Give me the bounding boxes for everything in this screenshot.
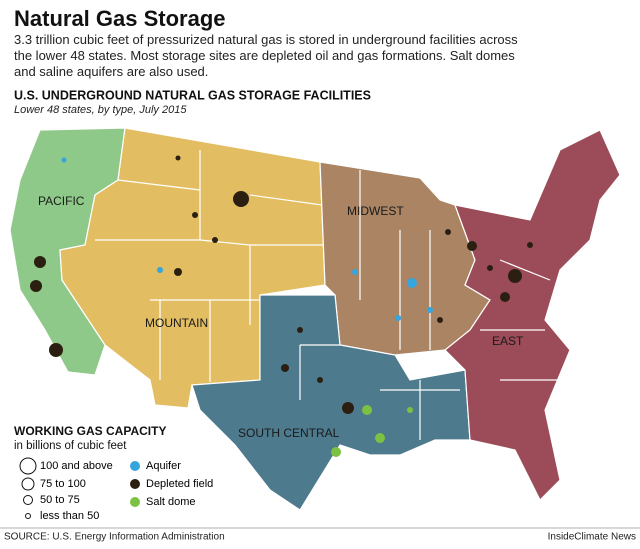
region-label: EAST xyxy=(492,334,524,348)
region-south-central xyxy=(191,294,471,511)
credit: InsideClimate News xyxy=(548,532,636,543)
facility xyxy=(500,292,510,302)
size-symbol xyxy=(19,457,37,475)
legend-subtitle: in billions of cubic feet xyxy=(14,440,127,452)
facility-dots xyxy=(30,155,533,457)
facility xyxy=(445,229,451,235)
region-mountain xyxy=(59,127,326,409)
map-title: U.S. UNDERGROUND NATURAL GAS STORAGE FAC… xyxy=(14,88,371,102)
map-subtitle: Lower 48 states, by type, July 2015 xyxy=(14,104,187,116)
size-label: 100 and above xyxy=(40,460,113,472)
type-symbol xyxy=(130,461,140,471)
facility xyxy=(352,269,358,275)
facility xyxy=(437,317,443,323)
description-box: 3.3 trillion cubic feet of pressurized n… xyxy=(14,32,518,79)
facility xyxy=(192,212,198,218)
type-symbol xyxy=(130,497,140,507)
size-symbol xyxy=(25,513,31,519)
facility xyxy=(362,405,372,415)
facility xyxy=(527,242,533,248)
facility xyxy=(317,377,323,383)
region-label: PACIFIC xyxy=(38,194,85,208)
regions xyxy=(9,127,621,511)
size-label: 50 to 75 xyxy=(40,494,80,506)
facility xyxy=(61,157,67,163)
size-symbol xyxy=(21,477,35,491)
type-label: Depleted field xyxy=(146,478,213,490)
source: SOURCE: U.S. Energy Information Administ… xyxy=(4,532,225,543)
region-label: MIDWEST xyxy=(347,204,404,218)
legend-title: WORKING GAS CAPACITY xyxy=(14,424,166,438)
size-label: 75 to 100 xyxy=(40,478,86,490)
title: Natural Gas Storage xyxy=(14,6,226,31)
facility xyxy=(427,307,433,313)
facility xyxy=(375,433,385,443)
facility xyxy=(174,268,182,276)
type-label: Aquifer xyxy=(146,460,181,472)
facility xyxy=(407,407,413,413)
facility xyxy=(331,447,341,457)
type-symbol xyxy=(130,479,140,489)
state-lines xyxy=(95,150,560,440)
facility xyxy=(487,265,493,271)
description: 3.3 trillion cubic feet of pressurized n… xyxy=(14,32,518,79)
region-east xyxy=(444,129,621,502)
legend: WORKING GAS CAPACITY in billions of cubi… xyxy=(14,424,213,522)
region-label: SOUTH CENTRAL xyxy=(238,426,340,440)
facility xyxy=(34,256,46,268)
size-label: less than 50 xyxy=(40,510,99,522)
facility xyxy=(281,364,289,372)
region-label: MOUNTAIN xyxy=(145,316,208,330)
facility xyxy=(297,327,303,333)
facility xyxy=(233,191,249,207)
region-midwest xyxy=(319,161,491,356)
facility xyxy=(342,402,354,414)
facility xyxy=(395,315,401,321)
facility xyxy=(157,267,163,273)
facility xyxy=(212,237,218,243)
type-label: Salt dome xyxy=(146,496,196,508)
size-symbol xyxy=(23,495,33,505)
facility xyxy=(467,241,477,251)
facility xyxy=(49,343,63,357)
facility xyxy=(175,155,181,161)
facility xyxy=(30,280,42,292)
facility xyxy=(407,278,417,288)
facility xyxy=(508,269,522,283)
